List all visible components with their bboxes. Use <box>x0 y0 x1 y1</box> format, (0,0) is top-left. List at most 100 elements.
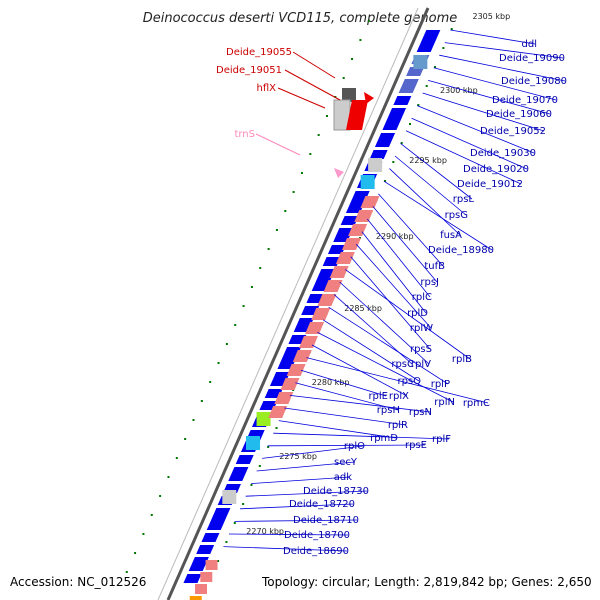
gene-label[interactable]: rplR <box>388 420 408 431</box>
ribosomal-gene[interactable] <box>195 584 208 594</box>
ribosomal-gene[interactable] <box>189 596 202 600</box>
label-leader-line <box>405 130 522 185</box>
gene-label[interactable]: Deide_19080 <box>501 76 567 87</box>
ribosomal-gene[interactable] <box>292 350 312 362</box>
forward-gene[interactable] <box>183 574 202 583</box>
gene-label[interactable]: rpsL <box>453 194 475 205</box>
gene-accent[interactable] <box>368 158 383 172</box>
label-leader-line <box>284 407 407 426</box>
ribosomal-gene[interactable] <box>205 560 218 570</box>
gene-label[interactable]: Deide_19060 <box>486 109 552 120</box>
forward-gene[interactable] <box>235 455 254 464</box>
label-leader-line <box>295 382 399 411</box>
gene-label[interactable]: rplP <box>431 379 450 390</box>
ribosomal-gene[interactable] <box>317 294 337 306</box>
gene-label[interactable]: adk <box>334 472 352 483</box>
forward-gene[interactable] <box>398 79 419 93</box>
ribosomal-gene[interactable] <box>298 336 318 348</box>
gene-label[interactable]: rpmD <box>370 433 398 444</box>
ribosomal-gene[interactable] <box>354 210 374 222</box>
gene-label[interactable]: rpsQ <box>397 376 421 387</box>
outer-tick <box>209 381 212 383</box>
forward-gene[interactable] <box>382 108 407 130</box>
gene-accent[interactable] <box>246 436 261 450</box>
gene-label[interactable]: rpsS <box>410 344 432 355</box>
forward-gene[interactable] <box>311 269 336 291</box>
gene-label[interactable]: Deide_19052 <box>480 126 546 137</box>
forward-gene[interactable] <box>228 467 249 481</box>
ribosomal-gene[interactable] <box>323 280 343 292</box>
ribosomal-gene[interactable] <box>341 238 361 250</box>
label-leader-line <box>328 306 449 385</box>
gene-label[interactable]: fusA <box>440 230 462 241</box>
label-left-2: hflX <box>257 83 277 94</box>
forward-gene[interactable] <box>374 133 396 147</box>
gene-Deide_19055[interactable] <box>342 88 356 102</box>
forward-gene[interactable] <box>188 557 209 571</box>
forward-gene[interactable] <box>196 545 215 554</box>
gene-hflX[interactable] <box>346 100 368 130</box>
gene-label[interactable]: Deide_18710 <box>293 515 359 526</box>
gene-label[interactable]: rplX <box>389 391 409 402</box>
ribosomal-gene[interactable] <box>280 378 300 390</box>
label-leader-line <box>411 117 528 170</box>
ribosomal-gene[interactable] <box>335 252 355 264</box>
ribosomal-gene[interactable] <box>329 266 349 278</box>
gene-label[interactable]: Deide_18730 <box>303 486 369 497</box>
ribosomal-gene[interactable] <box>311 308 331 320</box>
gene-accent[interactable] <box>256 412 271 426</box>
gene-label[interactable]: rplC <box>412 292 432 303</box>
gene-label[interactable]: rpsJ <box>420 277 439 288</box>
gene-label[interactable]: Deide_18700 <box>284 530 350 541</box>
ribosomal-gene[interactable] <box>305 322 325 334</box>
forward-gene[interactable] <box>201 533 220 542</box>
gene-label[interactable]: rpsH <box>377 405 400 416</box>
forward-gene[interactable] <box>277 347 302 369</box>
ribosomal-gene[interactable] <box>286 364 306 376</box>
outer-tick <box>200 400 203 402</box>
gene-label[interactable]: rplW <box>410 323 433 334</box>
gene-label[interactable]: rplN <box>434 397 455 408</box>
forward-gene[interactable] <box>406 67 425 76</box>
gene-label[interactable]: tufB <box>424 261 445 272</box>
forward-gene[interactable] <box>340 216 359 225</box>
gene-label[interactable]: Deide_19070 <box>492 95 558 106</box>
forward-gene[interactable] <box>369 150 388 159</box>
forward-gene[interactable] <box>393 96 412 105</box>
ribosomal-gene[interactable] <box>268 406 288 418</box>
gene-label[interactable]: Deide_19012 <box>457 179 523 190</box>
gene-accent[interactable] <box>360 175 375 189</box>
gene-label[interactable]: ddl <box>522 39 537 50</box>
forward-gene[interactable] <box>327 245 346 254</box>
gene-label[interactable]: rplV <box>411 359 431 370</box>
gene-trnS[interactable] <box>334 168 344 178</box>
label-leader-line <box>428 80 551 115</box>
gene-label[interactable]: rplB <box>452 354 472 365</box>
gene-label[interactable]: secY <box>334 457 358 468</box>
label-left-3: trnS <box>234 129 255 140</box>
ribosomal-gene[interactable] <box>200 572 213 582</box>
gene-label[interactable]: rplE <box>368 391 388 402</box>
gene-accent[interactable] <box>222 490 237 504</box>
label-leader-line <box>228 533 349 536</box>
gene-label[interactable]: rpsG <box>445 210 468 221</box>
gene-label[interactable]: rplO <box>344 441 365 452</box>
gene-label[interactable]: rpsC <box>391 359 414 370</box>
gene-label[interactable]: Deide_18690 <box>283 546 349 557</box>
forward-gene[interactable] <box>206 508 231 530</box>
gene-label[interactable]: Deide_19090 <box>499 53 565 64</box>
gene-accent[interactable] <box>413 55 428 69</box>
ribosomal-gene[interactable] <box>274 392 294 404</box>
gene-label[interactable]: rpsE <box>405 440 427 451</box>
forward-gene[interactable] <box>416 30 441 52</box>
ribosomal-gene[interactable] <box>348 224 368 236</box>
gene-label[interactable]: rpmC <box>463 398 490 409</box>
gene-label[interactable]: Deide_18720 <box>289 499 355 510</box>
forward-gene[interactable] <box>345 191 370 213</box>
gene-label[interactable]: Deide_19020 <box>463 164 529 175</box>
gene-label[interactable]: Deide_18980 <box>428 245 494 256</box>
gene-label[interactable]: Deide_19030 <box>470 148 536 159</box>
ribosomal-gene[interactable] <box>360 196 380 208</box>
gene-label[interactable]: rpsN <box>409 407 432 418</box>
gene-label[interactable]: rplF <box>432 434 451 445</box>
